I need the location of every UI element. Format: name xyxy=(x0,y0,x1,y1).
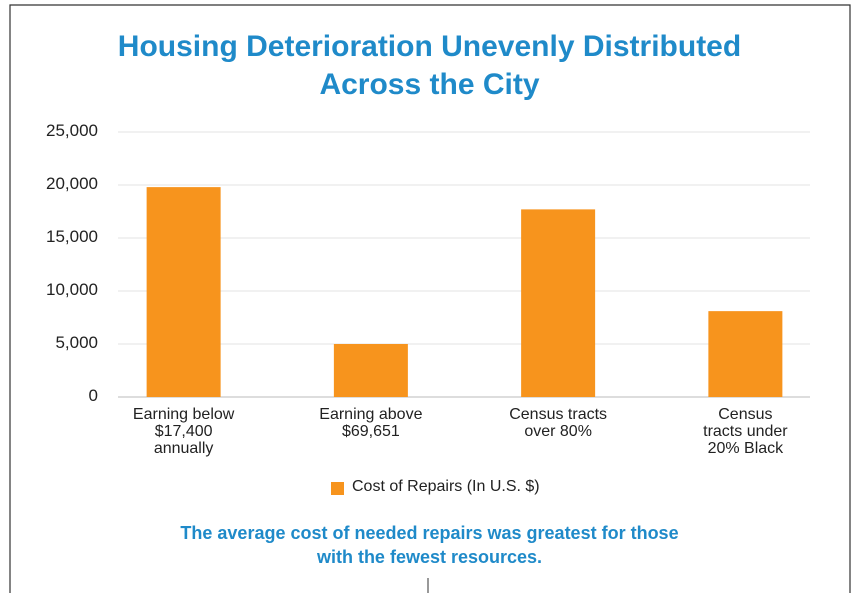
x-tick-label: Census tracts under 20% Black xyxy=(703,406,788,457)
chart-title: Housing Deterioration Unevenly Distribut… xyxy=(117,30,742,101)
annotation: The average cost of needed repairs was g… xyxy=(180,523,679,567)
bar xyxy=(708,311,783,397)
y-tick-label: 10,000 xyxy=(46,280,98,299)
frame xyxy=(9,4,851,593)
bar xyxy=(146,187,221,397)
x-tick-label: Census tracts over 80% xyxy=(509,406,608,440)
y-tick-label: 0 xyxy=(88,386,98,405)
bar xyxy=(333,344,408,397)
bar xyxy=(521,209,596,397)
y-tick-label: 20,000 xyxy=(46,174,98,193)
y-tick-label: 25,000 xyxy=(46,121,98,140)
y-tick-label: 5,000 xyxy=(55,333,98,352)
legend-label: Cost of Repairs (In U.S. $) xyxy=(352,478,540,495)
x-tick-label: Earning above $69,651 xyxy=(319,406,423,440)
legend-swatch xyxy=(331,482,344,495)
y-tick-label: 15,000 xyxy=(46,227,98,246)
x-tick-label: Earning below $17,400 annually xyxy=(132,406,235,457)
